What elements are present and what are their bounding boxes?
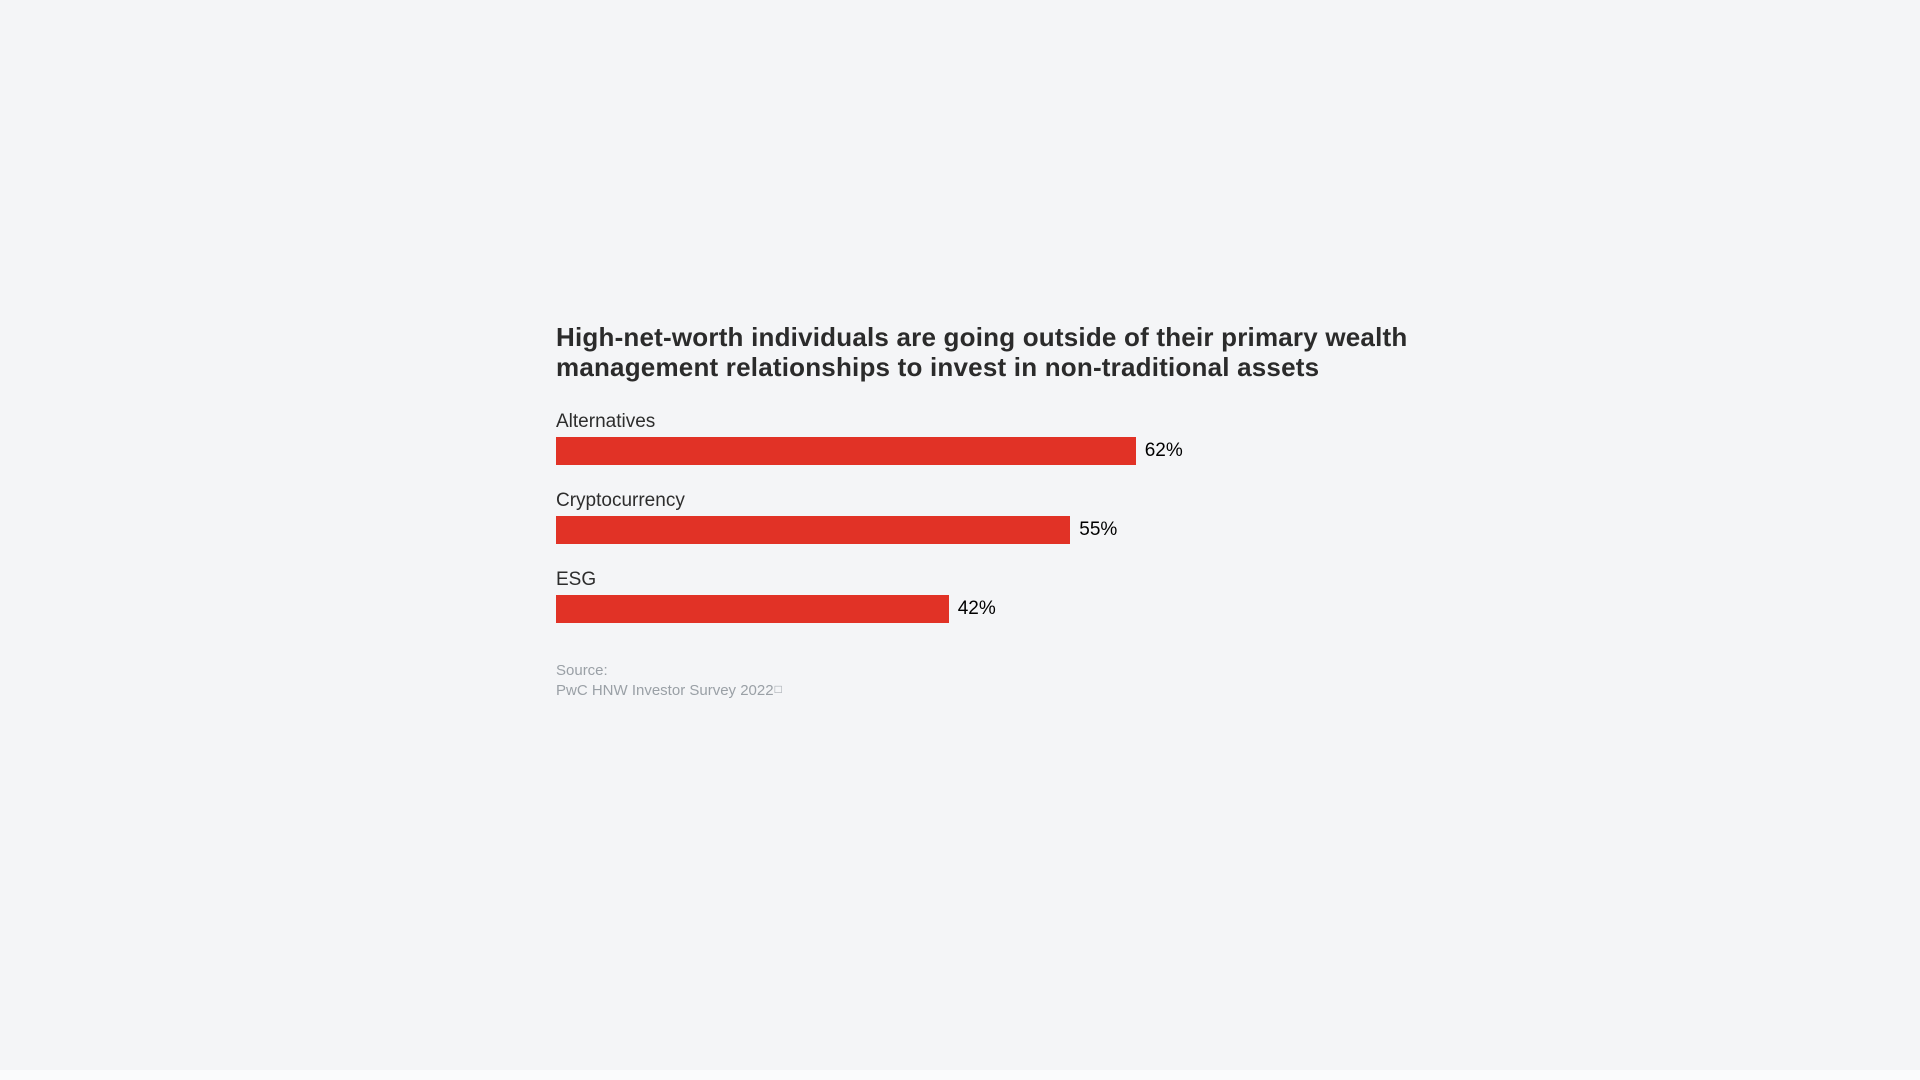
bar-value-label: 42% (957, 598, 996, 619)
bar (556, 516, 1071, 544)
chart-block: High-net-worth individuals are going out… (556, 322, 1456, 700)
source-note: Source: PwC HNW Investor Survey 2022□ (556, 661, 1456, 700)
bar-row: 62% (556, 437, 1456, 465)
bar-chart: Alternatives 62% Cryptocurrency 55% ESG … (556, 410, 1456, 623)
bottom-edge-strip (0, 1070, 1920, 1080)
chart-title: High-net-worth individuals are going out… (556, 322, 1456, 382)
bar-label: Cryptocurrency (556, 490, 685, 511)
bar-item-cryptocurrency: Cryptocurrency 55% (556, 489, 1456, 544)
bar-item-alternatives: Alternatives 62% (556, 410, 1456, 465)
chart-title-line-2: management relationships to invest in no… (556, 352, 1320, 382)
bar-value-label: 62% (1144, 440, 1183, 461)
bar-row: 55% (556, 516, 1456, 544)
missing-glyph-box: □ (774, 682, 782, 696)
bar-label: ESG (556, 569, 597, 590)
source-label: Source: (556, 662, 608, 679)
bar (556, 437, 1136, 465)
source-text-line: PwC HNW Investor Survey 2022□ (556, 680, 1456, 700)
chart-title-line-1: High-net-worth individuals are going out… (556, 322, 1408, 352)
bar-label: Alternatives (556, 411, 656, 432)
source-text: PwC HNW Investor Survey 2022 (556, 682, 774, 699)
bar-value-label: 55% (1079, 519, 1118, 540)
bar-item-esg: ESG 42% (556, 568, 1456, 623)
bar-row: 42% (556, 595, 1456, 623)
bar (556, 595, 949, 623)
